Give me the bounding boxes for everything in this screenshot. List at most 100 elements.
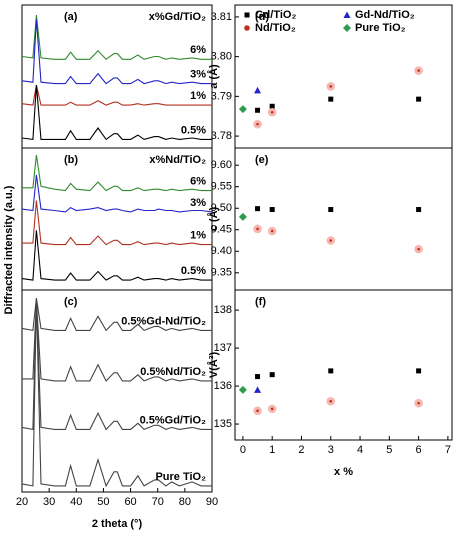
x-tick-label: 40 bbox=[70, 496, 82, 508]
series-label: 3% bbox=[190, 69, 206, 81]
marker bbox=[255, 107, 261, 113]
marker bbox=[253, 224, 262, 234]
legend-marker bbox=[343, 11, 351, 18]
panel-label: (e) bbox=[255, 154, 269, 166]
marker bbox=[414, 66, 423, 75]
legend-label: Pure TiO₂ bbox=[355, 22, 406, 34]
panel-annotation: x%Gd/TiO₂ bbox=[149, 11, 206, 23]
x-axis-label: 2 theta (°) bbox=[92, 518, 143, 530]
x-tick-label: 90 bbox=[206, 496, 218, 508]
series-label: 0.5% bbox=[181, 124, 206, 136]
series-label: 0.5% bbox=[181, 265, 206, 277]
series-label: 6% bbox=[190, 44, 206, 56]
marker bbox=[326, 82, 336, 91]
marker bbox=[328, 207, 334, 213]
series-label: 0.5%Nd/TiO₂ bbox=[140, 366, 206, 378]
legend-marker bbox=[343, 24, 351, 32]
series-label: 1% bbox=[190, 229, 206, 241]
legend-label: Gd/TiO₂ bbox=[255, 9, 296, 21]
marker bbox=[267, 226, 277, 236]
marker bbox=[253, 119, 262, 129]
pattern-line bbox=[21, 84, 212, 106]
marker bbox=[254, 86, 262, 94]
panel-label: (b) bbox=[64, 154, 78, 166]
y-tick-label: 9.35 bbox=[211, 267, 232, 279]
pattern-line bbox=[21, 300, 212, 431]
y-tick-label: 3.80 bbox=[211, 51, 232, 63]
y-axis-label: a (Å) bbox=[207, 64, 220, 89]
marker bbox=[269, 103, 275, 109]
x-tick-label: 80 bbox=[179, 496, 191, 508]
series-label: 3% bbox=[190, 197, 206, 209]
marker bbox=[328, 368, 334, 374]
pattern-line bbox=[21, 230, 212, 281]
marker bbox=[267, 107, 277, 117]
pattern-line bbox=[21, 300, 212, 488]
legend-marker bbox=[244, 25, 250, 31]
x-tick-label: 6 bbox=[416, 444, 422, 456]
y-tick-label: 137 bbox=[214, 342, 232, 354]
series-label: 1% bbox=[190, 90, 206, 102]
panel-label: (a) bbox=[64, 11, 78, 23]
x-tick-label: 1 bbox=[269, 444, 275, 456]
marker bbox=[255, 374, 261, 380]
pattern-line bbox=[21, 174, 213, 213]
marker bbox=[269, 207, 275, 213]
marker bbox=[326, 396, 336, 406]
legend-marker bbox=[244, 12, 250, 18]
y-tick-label: 9.40 bbox=[211, 245, 232, 257]
pattern-line bbox=[22, 300, 212, 382]
y-tick-label: 9.55 bbox=[211, 181, 232, 193]
y-tick-label: 3.78 bbox=[211, 130, 232, 142]
pattern-line bbox=[22, 155, 212, 192]
x-tick-label: 30 bbox=[43, 496, 55, 508]
marker bbox=[238, 385, 247, 394]
panel-label: (d) bbox=[255, 11, 269, 23]
x-tick-label: 2 bbox=[298, 444, 304, 456]
panel-annotation: x%Nd/TiO₂ bbox=[149, 154, 206, 166]
marker bbox=[238, 105, 247, 114]
y-tick-label: 136 bbox=[214, 380, 232, 392]
y-tick-label: 138 bbox=[214, 304, 232, 316]
x-tick-label: 5 bbox=[386, 444, 392, 456]
marker bbox=[253, 406, 262, 416]
x-tick-label: 70 bbox=[152, 496, 164, 508]
marker bbox=[416, 96, 422, 102]
pattern-line bbox=[22, 200, 212, 246]
y-tick-label: 9.45 bbox=[211, 224, 232, 236]
x-tick-label: 20 bbox=[16, 496, 28, 508]
pattern-line bbox=[21, 298, 212, 332]
marker bbox=[269, 372, 275, 378]
panel-label: (f) bbox=[255, 296, 266, 308]
y-tick-label: 3.79 bbox=[211, 90, 232, 102]
pattern-line bbox=[21, 14, 212, 61]
marker bbox=[255, 206, 261, 212]
marker bbox=[328, 96, 334, 102]
panel-frame bbox=[234, 289, 453, 441]
x-tick-label: 7 bbox=[445, 444, 451, 456]
series-label: 0.5%Gd/TiO₂ bbox=[140, 414, 207, 426]
pattern-line bbox=[21, 19, 212, 85]
series-label: Pure TiO₂ bbox=[155, 471, 206, 483]
y-axis-label: V(Å³) bbox=[207, 352, 220, 379]
x-tick-label: 0 bbox=[240, 444, 246, 456]
legend-label: Gd-Nd/TiO₂ bbox=[355, 9, 415, 21]
x-tick-label: 50 bbox=[97, 496, 109, 508]
panel-label: (c) bbox=[64, 296, 78, 308]
pattern-line bbox=[21, 85, 212, 141]
y-tick-label: 3.81 bbox=[211, 11, 232, 23]
marker bbox=[238, 212, 247, 221]
x-axis-label: x % bbox=[334, 466, 353, 478]
panel-frame bbox=[234, 147, 453, 291]
marker bbox=[416, 368, 422, 374]
y-axis-label: c (Å) bbox=[207, 206, 220, 231]
x-tick-label: 60 bbox=[124, 496, 136, 508]
x-tick-label: 4 bbox=[357, 444, 363, 456]
series-label: 0.5%Gd-Nd/TiO₂ bbox=[121, 315, 206, 327]
legend-label: Nd/TiO₂ bbox=[255, 22, 296, 34]
series-label: 6% bbox=[190, 176, 206, 188]
marker bbox=[267, 404, 277, 414]
marker bbox=[326, 236, 336, 245]
marker bbox=[414, 244, 423, 254]
